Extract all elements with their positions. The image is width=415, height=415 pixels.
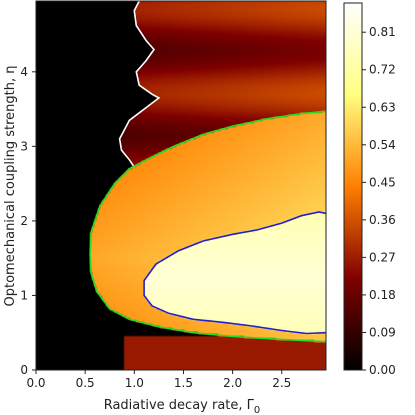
y-tick-label: 3 [20, 139, 28, 153]
colorbar-tick-label: 0.00 [369, 363, 396, 377]
y-axis-ticks: 0 1 2 3 4 [20, 65, 36, 377]
heatmap-image [36, 1, 326, 370]
colorbar-tick-label: 0.54 [369, 138, 396, 152]
colorbar-tick-label: 0.27 [369, 250, 396, 264]
x-tick-label: 1.5 [174, 376, 193, 390]
contour-line-1 [89, 110, 326, 343]
x-tick-label: 2.5 [272, 376, 291, 390]
x-axis-label: Radiative decay rate, Γ0 [104, 398, 261, 415]
colorbar-ticks: 0.00 0.09 0.18 0.27 0.36 0.45 0.54 0.63 0.72 0.81 [362, 25, 396, 377]
plot-frame [35, 0, 327, 371]
y-tick-label: 4 [20, 65, 28, 79]
colorbar-tick-label: 0.63 [369, 100, 396, 114]
colorbar-tick-label: 0.45 [369, 175, 396, 189]
x-tick-label: 0.5 [76, 376, 95, 390]
colorbar-tick-label: 0.18 [369, 288, 396, 302]
x-axis-ticks: 0.0 0.5 1.0 1.5 2.0 2.5 [26, 370, 291, 390]
contour-line-2 [143, 211, 326, 335]
y-tick-label: 1 [20, 288, 28, 302]
contour-lines [89, 1, 326, 343]
colorbar-tick-label: 0.36 [369, 213, 396, 227]
x-tick-label: 0.0 [26, 376, 45, 390]
contour-line-0 [118, 1, 161, 168]
y-tick-label: 0 [20, 363, 28, 377]
colorbar-tick-label: 0.09 [369, 325, 396, 339]
y-tick-label: 2 [20, 214, 28, 228]
x-tick-label: 2.0 [223, 376, 242, 390]
y-axis-label: Optomechanical coupling strength, η [3, 66, 18, 307]
x-tick-label: 1.0 [125, 376, 144, 390]
colorbar [343, 2, 363, 371]
heatmap-plot-area [36, 1, 326, 370]
colorbar-tick-label: 0.72 [369, 63, 396, 77]
colorbar-tick-label: 0.81 [369, 25, 396, 39]
